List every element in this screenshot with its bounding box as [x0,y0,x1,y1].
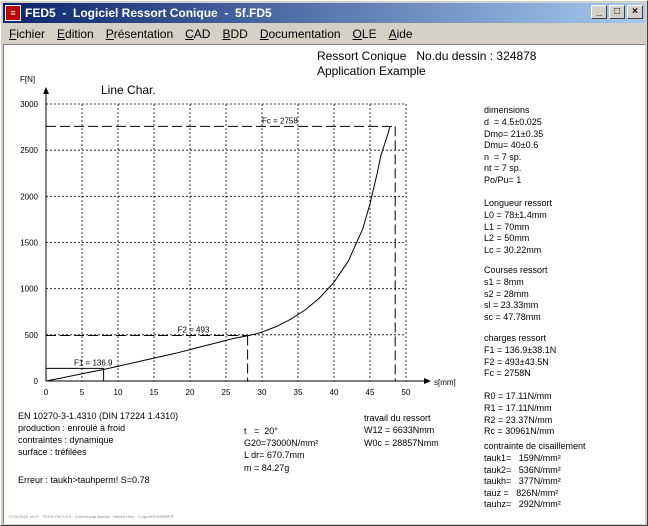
y-tick-label: 1500 [20,239,38,248]
error-message: Erreur : taukh>tauhperm! S=0.78 [18,475,150,485]
courses-value: s2 = 28mm [484,288,529,299]
cisaillement-value: tauz = 826N/mm² [484,487,559,498]
y-tick-label: 1000 [20,285,38,294]
menu-bar: Fichier Edition Présentation CAD BDD Doc… [3,24,645,43]
minimize-button[interactable]: _ [591,5,607,19]
charges-value: F2 = 493±43.5N [484,356,549,367]
surface-info: surface : tréfilées [18,447,87,457]
cisaillement-title: contrainte de cisaillement [484,441,586,451]
x-tick-label: 25 [222,388,231,397]
y-tick-label: 3000 [20,100,38,109]
document-area[interactable]: Ressort Conique No.du dessin : 324878 Ap… [3,44,645,524]
x-tick-label: 5 [80,388,85,397]
menu-presentation[interactable]: Présentation [105,26,174,41]
longueur-value: L0 = 78±1.4mm [484,210,547,220]
close-button[interactable]: × [627,5,643,19]
work-title: travail du ressort [364,413,431,423]
maximize-button[interactable]: □ [609,5,625,19]
dimensions-value: Dmu= 40±0.6 [484,140,539,151]
fc-annotation: Fc = 2758 [262,116,298,125]
menu-fichier[interactable]: Fichier [9,26,46,41]
x-tick-label: 45 [366,388,375,397]
window-title: FED5 - Logiciel Ressort Conique - 5f.FD5 [25,6,272,20]
work-w12: W12 = 6633Nmm [364,425,435,435]
dimensions-value: Po/Pu= 1 [484,175,522,185]
dimensions-value: d = 4.5±0.025 [484,117,542,127]
x-tick-label: 35 [294,388,303,397]
app-logo-icon[interactable]: ≡ [5,5,21,21]
longueur-value: Lc = 30.22mm [484,244,542,255]
menu-edition[interactable]: Edition [57,26,94,41]
x-tick-label: 20 [186,388,195,397]
spring-characteristic-line [45,126,391,382]
geometry-g20: G20=73000N/mm² [244,438,319,448]
dimensions-value: n = 7 sp. [484,151,522,162]
charges-value: Rc = 30961N/mm [484,426,555,437]
geometry-t: t = 20° [244,426,278,436]
footer-stamp: 17.04.2023 16:27 · FED5 V32.0.0.0 · Comm… [8,514,174,519]
x-tick-label: 15 [150,388,159,397]
y-tick-label: 500 [25,331,39,340]
cisaillement-value: tauk2= 536N/mm² [484,464,561,475]
production-info: production : enroulé à froid [18,423,126,433]
x-tick-label: 30 [258,388,267,397]
stress-type: contraintes : dynamique [18,435,114,445]
y-axis-label: F[N] [20,75,35,84]
force-travel-chart: 0 500 1000 1500 2000 2500 3000 0 5 10 15 20 25 30 35 40… [20,75,456,397]
y-tick-label: 2500 [20,146,38,155]
dimensions-value: nt = 7 sp. [484,163,522,174]
charges-value: F1 = 136.9±38.1N [484,345,557,355]
longueur-title: Longueur ressort [484,198,553,208]
courses-value: s1 = 8mm [484,277,524,287]
work-w0c: W0c = 28857Nmm [364,438,439,448]
charges-value: Fc = 2758N [484,368,531,379]
title-bar[interactable]: ≡ FED5 - Logiciel Ressort Conique - 5f.F… [3,3,645,23]
x-tick-label: 0 [44,388,49,397]
material-spec: EN 10270-3-1.4310 (DIN 17224 1.4310) [18,411,179,421]
y-tick-label: 2000 [20,192,38,201]
menu-cad[interactable]: CAD [185,26,211,41]
geometry-mass: m = 84.27g [244,463,290,473]
charges-value: R0 = 17.11N/mm [484,391,552,402]
y-axis-arrow [43,87,49,94]
f2-annotation: F2 = 493 [178,325,210,334]
x-tick-label: 50 [402,388,411,397]
dimensions-title: dimensions [484,105,530,115]
x-tick-label: 10 [114,388,123,397]
x-axis-label: s[mm] [434,378,456,387]
longueur-value: L2 = 50mm [484,233,530,244]
dimensions-value: Dmo= 21±0.35 [484,128,544,139]
cisaillement-value: tauk1= 159N/mm² [484,453,561,463]
courses-value: sl = 23.33mm [484,300,539,311]
longueur-value: L1 = 70mm [484,221,530,232]
charges-title: charges ressort [484,333,547,343]
menu-documentation[interactable]: Documentation [259,26,341,41]
courses-title: Courses ressort [484,265,548,275]
f1-annotation: F1 = 136.9 [74,358,113,367]
x-axis-arrow [424,378,431,384]
y-tick-label: 0 [34,377,39,386]
drawing-subtitle: Application Example [317,64,426,78]
chart-title: Line Char. [101,83,156,97]
charges-value: R1 = 17.11N/mm [484,403,552,413]
menu-aide[interactable]: Aide [388,26,413,41]
cisaillement-value: taukh= 377N/mm² [484,476,561,487]
drawing-header: Ressort Conique No.du dessin : 324878 [317,49,537,63]
x-tick-label: 40 [330,388,339,397]
menu-ole[interactable]: OLE [352,26,377,41]
menu-bdd[interactable]: BDD [222,26,248,41]
geometry-ldr: L dr= 670.7mm [244,450,305,460]
courses-value: sc = 47.78mm [484,311,541,322]
charges-value: R2 = 23.37N/mm [484,414,553,425]
cisaillement-value: tauhz= 292N/mm² [484,499,561,510]
